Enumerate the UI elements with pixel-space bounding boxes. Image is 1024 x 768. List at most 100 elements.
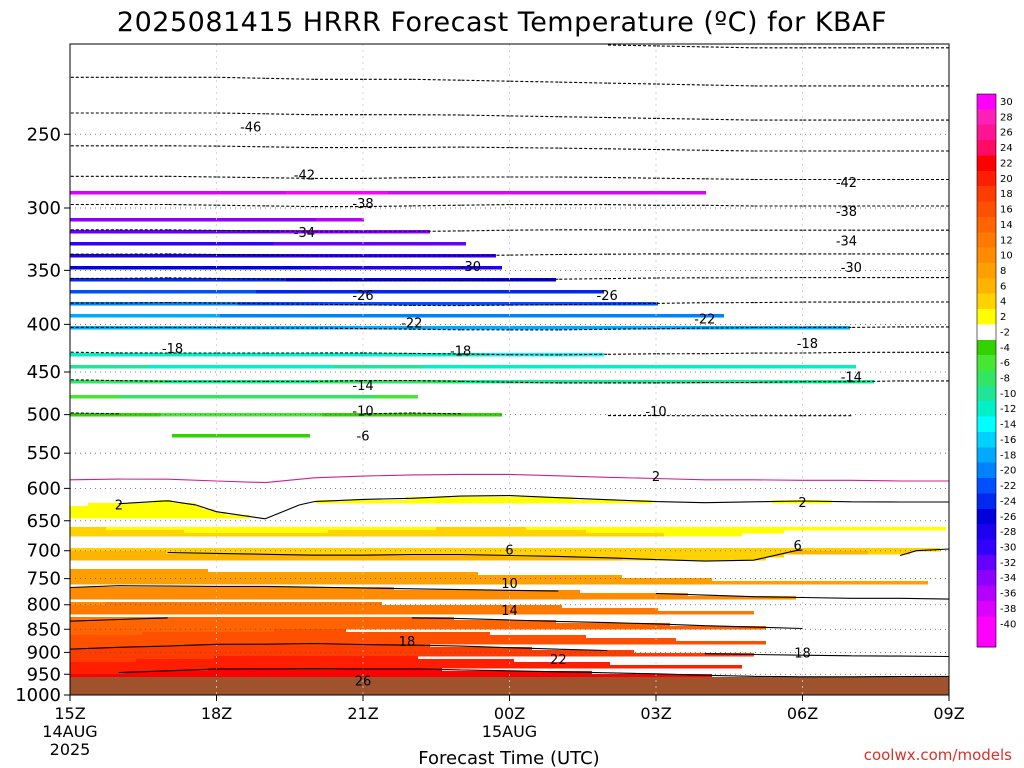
field-cell (136, 659, 514, 663)
contour-label: -10 (645, 405, 666, 420)
colorbar-swatch (977, 232, 996, 249)
colorbar-label: 4 (1000, 297, 1006, 308)
isotherm-contours (69, 44, 950, 678)
pressure-tick-label: 250 (27, 124, 61, 145)
field-cell (202, 506, 292, 510)
isotherm-14 (69, 617, 803, 630)
colorbar-swatch (977, 324, 996, 341)
colorbar-label: -32 (1000, 558, 1016, 569)
colorbar-label: -40 (1000, 619, 1016, 630)
contour-label: -18 (450, 345, 471, 360)
contour-label: -22 (401, 316, 422, 331)
field-cell (70, 506, 202, 510)
field-cell (70, 596, 796, 600)
contour-label: -30 (841, 261, 862, 276)
contour-label: -34 (836, 235, 857, 250)
colorbar-swatch (977, 339, 996, 356)
field-cell (70, 527, 106, 531)
field-cell (280, 254, 496, 258)
colorbar-label: -20 (1000, 466, 1016, 477)
contour-label: 18 (399, 635, 416, 650)
field-cell (388, 191, 706, 195)
field-cell (274, 242, 466, 246)
field-cell (70, 380, 166, 384)
colorbar-label: -38 (1000, 604, 1016, 615)
field-cell (772, 500, 832, 504)
contour-label: 10 (501, 577, 518, 592)
field-cell (286, 278, 556, 282)
colorbar-swatch (977, 478, 996, 494)
pressure-tick-label: 750 (27, 569, 61, 590)
field-cell (316, 500, 652, 504)
colorbar-swatch (977, 570, 996, 586)
field-cell (208, 668, 442, 672)
field-cell (376, 395, 418, 399)
field-cell (160, 413, 322, 417)
contour-label: -38 (352, 197, 373, 212)
colorbar-label: 8 (1000, 266, 1006, 277)
colorbar-label: 28 (1000, 112, 1013, 123)
field-cell (88, 503, 196, 507)
field-cell (196, 503, 304, 507)
field-cell (70, 365, 148, 369)
field-cell (70, 242, 274, 246)
colorbar-legend: 30 28 26 24 22 20 18 16 14 12 10 8 6 4 2 -2 -4 -6 -8 -10 -12… (976, 93, 1016, 648)
field-cell (70, 623, 670, 627)
field-cell (334, 365, 424, 369)
pressure-tick-label: 850 (27, 619, 61, 640)
field-cell (70, 641, 766, 645)
field-cell (148, 365, 334, 369)
field-cell (70, 665, 742, 669)
field-cell (652, 500, 772, 504)
pressure-tick-label: 650 (27, 511, 61, 532)
field-cell (70, 581, 928, 585)
field-cell (664, 533, 742, 537)
colorbar-swatch (977, 293, 996, 310)
colorbar-swatch (977, 309, 996, 325)
contour-label: 22 (550, 653, 567, 668)
colorbar-label: 12 (1000, 235, 1013, 246)
colorbar-swatch (977, 493, 996, 510)
field-cell (70, 191, 286, 195)
field-cell (70, 290, 256, 294)
colorbar-frame (976, 93, 997, 648)
field-cell (166, 551, 790, 555)
field-cell (70, 218, 316, 222)
field-cell (106, 527, 436, 531)
colorbar-swatch (977, 385, 996, 402)
field-cell (70, 617, 148, 621)
pressure-tick-label: 700 (27, 541, 61, 562)
pressure-tick-label: 550 (27, 443, 61, 464)
contour-label: -42 (294, 169, 315, 184)
time-tick-label: 06Z (787, 704, 818, 723)
field-cell (70, 434, 172, 438)
isotherm-2 (118, 495, 949, 520)
field-cell (142, 632, 490, 636)
colorbar-label: 14 (1000, 220, 1013, 231)
colorbar-swatch (977, 416, 996, 433)
contour-label: 6 (793, 539, 801, 554)
field-cell (508, 554, 784, 558)
field-cell (406, 497, 574, 501)
contour-label: -14 (352, 379, 373, 394)
pressure-tick-label: 400 (27, 314, 61, 335)
time-tick-label: 15Z (54, 704, 85, 723)
colorbar-swatch (977, 186, 996, 202)
field-cell (184, 644, 430, 648)
field-cell (622, 557, 766, 561)
field-cell (238, 302, 658, 306)
field-cell (256, 290, 604, 294)
field-cell (70, 653, 754, 657)
contour-label: -34 (294, 226, 315, 241)
colorbar-swatch (977, 355, 996, 371)
field-cell (70, 659, 136, 663)
field-cell (526, 527, 946, 531)
pressure-tick-label: 500 (27, 405, 61, 426)
contour-label: -42 (836, 176, 857, 191)
colorbar-label: 26 (1000, 128, 1013, 139)
field-cell (184, 530, 328, 534)
field-cell (460, 380, 874, 384)
field-cell (70, 650, 634, 654)
field-cell (70, 656, 214, 660)
